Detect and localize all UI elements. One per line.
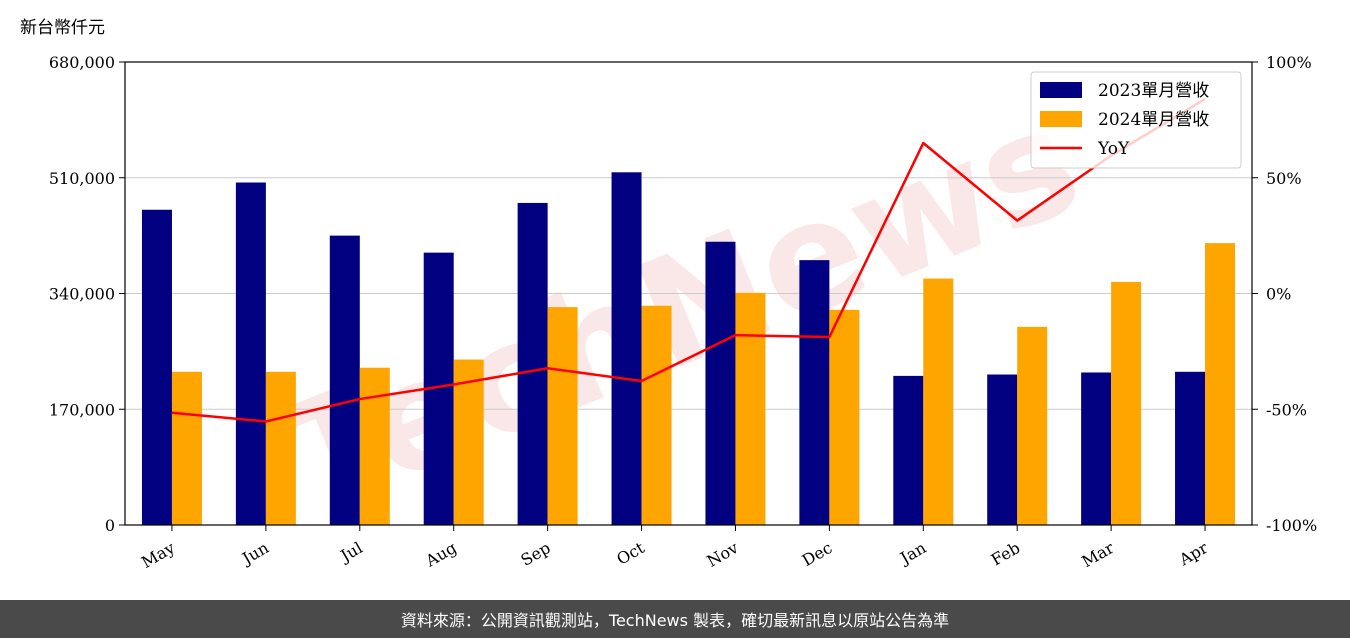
yoy-line (171, 97, 1206, 423)
left-tick-label: 0 (105, 516, 115, 535)
bars (141, 172, 1236, 526)
x-tick-label: Aug (422, 538, 460, 571)
bar-2024單月營收-Mar (1111, 281, 1142, 525)
bar-2024單月營收-Oct (641, 305, 672, 525)
legend-box (1030, 71, 1242, 169)
x-tick-label: Oct (613, 538, 648, 569)
bar-2023單月營收-Apr (1175, 371, 1206, 525)
legend-label: 2024單月營收 (1098, 110, 1209, 130)
bar-2023單月營收-Jun (235, 182, 266, 525)
legend-swatch (1040, 82, 1082, 98)
bar-2024單月營收-Jun (265, 371, 296, 525)
legend-label: 2023單月營收 (1098, 81, 1209, 101)
left-tick-label: 510,000 (49, 169, 115, 188)
x-tick-label: Jan (895, 538, 929, 569)
bar-2024單月營收-May (171, 371, 202, 525)
bar-2024單月營收-Dec (829, 309, 860, 525)
y-unit-label: 新台幣仟元 (20, 18, 105, 38)
source-footer: 資料來源：公開資訊觀測站，TechNews 製表，確切最新訊息以原站公告為準 (0, 600, 1350, 638)
bar-2023單月營收-Sep (517, 202, 548, 526)
right-tick-label: -100% (1266, 516, 1317, 535)
legend-label: YoY (1097, 139, 1130, 159)
bar-2024單月營收-Sep (547, 307, 578, 525)
legend-swatch (1040, 111, 1082, 127)
plot-frame (124, 61, 1253, 526)
bar-2024單月營收-Aug (453, 359, 484, 525)
right-tick-label: 50% (1266, 169, 1302, 188)
x-tick-label: Nov (704, 538, 742, 571)
right-tick-label: -50% (1266, 400, 1307, 419)
bar-2023單月營收-Nov (705, 241, 736, 526)
bar-2023單月營收-Mar (1081, 372, 1112, 525)
bar-2023單月營收-Jul (329, 235, 360, 525)
bar-2023單月營收-May (141, 209, 172, 525)
x-tick-label: May (138, 538, 178, 572)
bar-2024單月營收-Nov (735, 292, 766, 525)
x-tick-label: Sep (518, 538, 554, 570)
revenue-chart: TechNews 0 -100%170,000 -50%340,000 0%510,0… (20, 18, 1317, 572)
x-tick-label: Feb (988, 538, 1023, 569)
left-tick-label: 340,000 (49, 285, 115, 304)
legend: 2023單月營收 2024單月營收 YoY (1030, 71, 1242, 169)
right-tick-label: 100% (1266, 53, 1312, 72)
left-tick-label: 680,000 (49, 53, 115, 72)
bar-2024單月營收-Feb (1017, 326, 1048, 525)
bar-2023單月營收-Oct (611, 172, 642, 525)
bar-2023單月營收-Feb (987, 374, 1018, 525)
x-tick-label: Jun (237, 538, 272, 569)
bar-2024單月營收-Apr (1205, 243, 1236, 526)
x-tick-label: Dec (799, 538, 836, 570)
bar-2023單月營收-Dec (799, 260, 830, 525)
left-tick-label: 170,000 (49, 400, 115, 419)
source-text: 資料來源：公開資訊觀測站，TechNews 製表，確切最新訊息以原站公告為準 (400, 611, 950, 630)
x-tick-label: Mar (1079, 538, 1118, 571)
bar-2023單月營收-Jan (893, 375, 924, 525)
x-tick-label: Apr (1175, 538, 1211, 570)
bar-2024單月營收-Jan (923, 278, 954, 525)
yoy-line-path (171, 97, 1206, 423)
bar-2024單月營收-Jul (359, 367, 390, 525)
right-tick-label: 0% (1266, 285, 1291, 304)
